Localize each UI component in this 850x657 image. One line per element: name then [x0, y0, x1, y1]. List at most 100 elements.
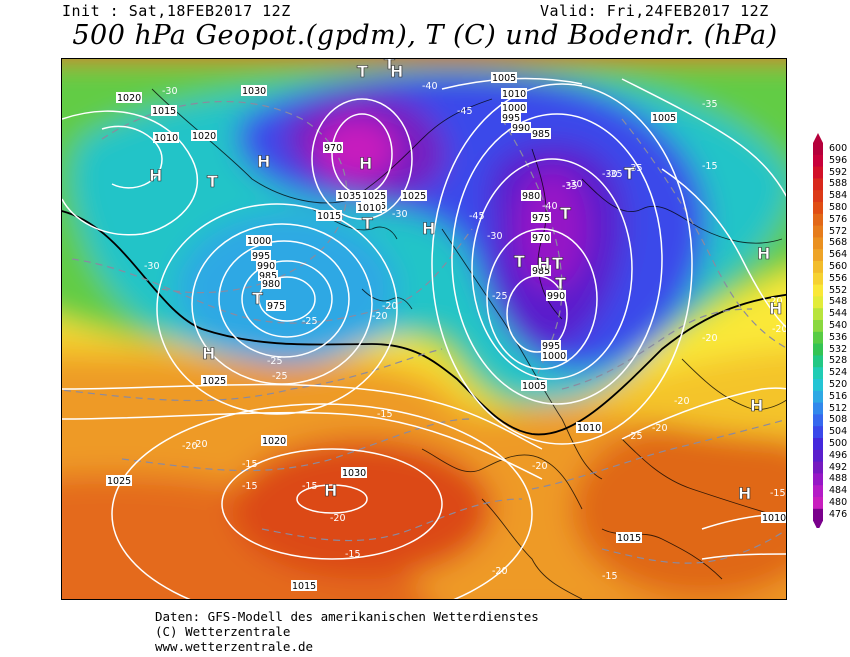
pressure-label: 985 [259, 271, 277, 282]
color-scale-tick-label: 560 [829, 261, 848, 272]
pressure-label: 1010 [577, 423, 601, 434]
color-scale-swatch [813, 449, 823, 463]
pressure-label-box [531, 128, 551, 139]
temperature-label: -30 [162, 86, 178, 97]
temperature-label: -20 [372, 311, 388, 322]
pressure-label-box [251, 250, 271, 261]
contour-552 [62, 210, 786, 436]
color-scale-tick-label: 584 [829, 190, 848, 202]
high-pressure-symbol: H [537, 254, 550, 273]
temperature-label: -35 [562, 181, 578, 192]
temperature-label: -15 [242, 459, 258, 470]
pressure-label-box [531, 232, 551, 243]
low-pressure-symbol: T [207, 172, 218, 191]
temperature-label: -45 [469, 211, 485, 222]
low-pressure-symbol: T [357, 62, 368, 81]
pressure-label: 1005 [652, 113, 676, 124]
pressure-label-box [616, 532, 642, 543]
color-scale-tick-label: 596 [829, 154, 848, 166]
color-scale-tick-label: 564 [829, 249, 848, 261]
high-pressure-symbol: H [359, 154, 372, 173]
low-pressure-symbol: T [552, 254, 563, 273]
credits-line-url: www.wetterzentrale.de [155, 639, 314, 654]
pressure-label-box [511, 122, 531, 133]
color-scale-swatch [813, 485, 823, 498]
pressure-label-box [341, 467, 367, 478]
color-scale-tick-label: 540 [829, 320, 848, 331]
pressure-label-box [291, 580, 317, 591]
pressure-label-box [501, 88, 527, 99]
color-scale-tick-label: 496 [829, 449, 848, 461]
pressure-label-box [761, 512, 786, 523]
color-scale-swatch [813, 178, 823, 191]
temperature-label: -40 [422, 81, 438, 92]
color-scale-swatch [813, 320, 823, 333]
temperature-label: -20 [702, 333, 718, 344]
color-scale-swatch [813, 343, 823, 356]
temperature-label: -30 [392, 209, 408, 220]
weather-map: 1020103010151010102510051000995990985980… [61, 58, 787, 600]
color-scale-tick-label: 532 [829, 343, 848, 355]
pressure-label: 985 [532, 129, 550, 140]
pressure-label: 1015 [617, 533, 641, 544]
pressure-label: 1000 [542, 351, 566, 362]
pressure-label-box [241, 85, 267, 96]
valid-time-label: Valid: Fri,24FEB2017 12Z [540, 2, 769, 20]
high-pressure-symbol: H [422, 219, 435, 238]
pressure-label-box [246, 235, 272, 246]
pressure-label-box [651, 112, 677, 123]
color-scale-tick-label: 480 [829, 497, 848, 508]
color-scale-swatch [813, 355, 823, 368]
color-scale-swatch [813, 367, 823, 380]
color-scale-swatch [813, 308, 823, 321]
pressure-label-box [531, 265, 551, 276]
pressure-label: 970 [532, 233, 550, 244]
temperature-label: -15 [242, 481, 258, 492]
pressure-label: 1020 [192, 131, 216, 142]
pressure-label-box [106, 475, 132, 486]
pressure-label: 985 [532, 266, 550, 277]
temperature-label: -20 [192, 439, 208, 450]
color-scale-bottom-arrow [813, 520, 823, 528]
color-scale-tick-label: 528 [829, 355, 848, 367]
low-pressure-symbol: T [560, 204, 571, 223]
low-pressure-symbol: T [252, 289, 263, 308]
temp-label-box [786, 212, 787, 223]
pressure-label-box [401, 190, 427, 201]
pressure-label: 1025 [362, 191, 386, 202]
pressure-label-box [201, 375, 227, 386]
color-scale-swatch [813, 143, 823, 156]
high-pressure-symbol: H [750, 396, 763, 415]
low-pressure-symbol: T [362, 214, 373, 233]
color-scale-top-arrow [813, 133, 823, 143]
weather-map-canvas: 1020103010151010102510051000995990985980… [62, 59, 787, 599]
color-scale-bar [813, 133, 823, 528]
temperature-label: -15 [345, 549, 361, 560]
pressure-label: 1010 [762, 513, 786, 524]
high-pressure-symbol: H [757, 244, 770, 263]
temperature-label: -35 [627, 163, 643, 174]
pressure-label: 1005 [522, 381, 546, 392]
temperature-label: -15 [377, 409, 393, 420]
temperature-label: -20 [532, 461, 548, 472]
color-scale-swatch [813, 166, 823, 179]
pressure-label: 1015 [292, 581, 316, 592]
color-scale-tick-label: 508 [829, 414, 848, 426]
pressure-label-box [521, 190, 541, 201]
temperature-label: -15 [302, 481, 318, 492]
pressure-label-box [266, 300, 286, 311]
pressure-label: 1020 [117, 93, 141, 104]
temperature-label: -30 [602, 169, 618, 180]
pressure-label-box [191, 130, 217, 141]
temperature-label: -20 [674, 396, 690, 407]
pressure-label: 990 [257, 261, 275, 272]
pressure-label: 1035 [337, 191, 361, 202]
pressure-label: 975 [532, 213, 550, 224]
pressure-label: 975 [267, 301, 285, 312]
pressure-label: 995 [252, 251, 270, 262]
pressure-label-box [541, 350, 567, 361]
low-pressure-symbol: T [624, 164, 635, 183]
pressure-label: 1005 [492, 73, 516, 84]
pressure-label-box [256, 260, 276, 271]
pressure-label-box [521, 380, 547, 391]
